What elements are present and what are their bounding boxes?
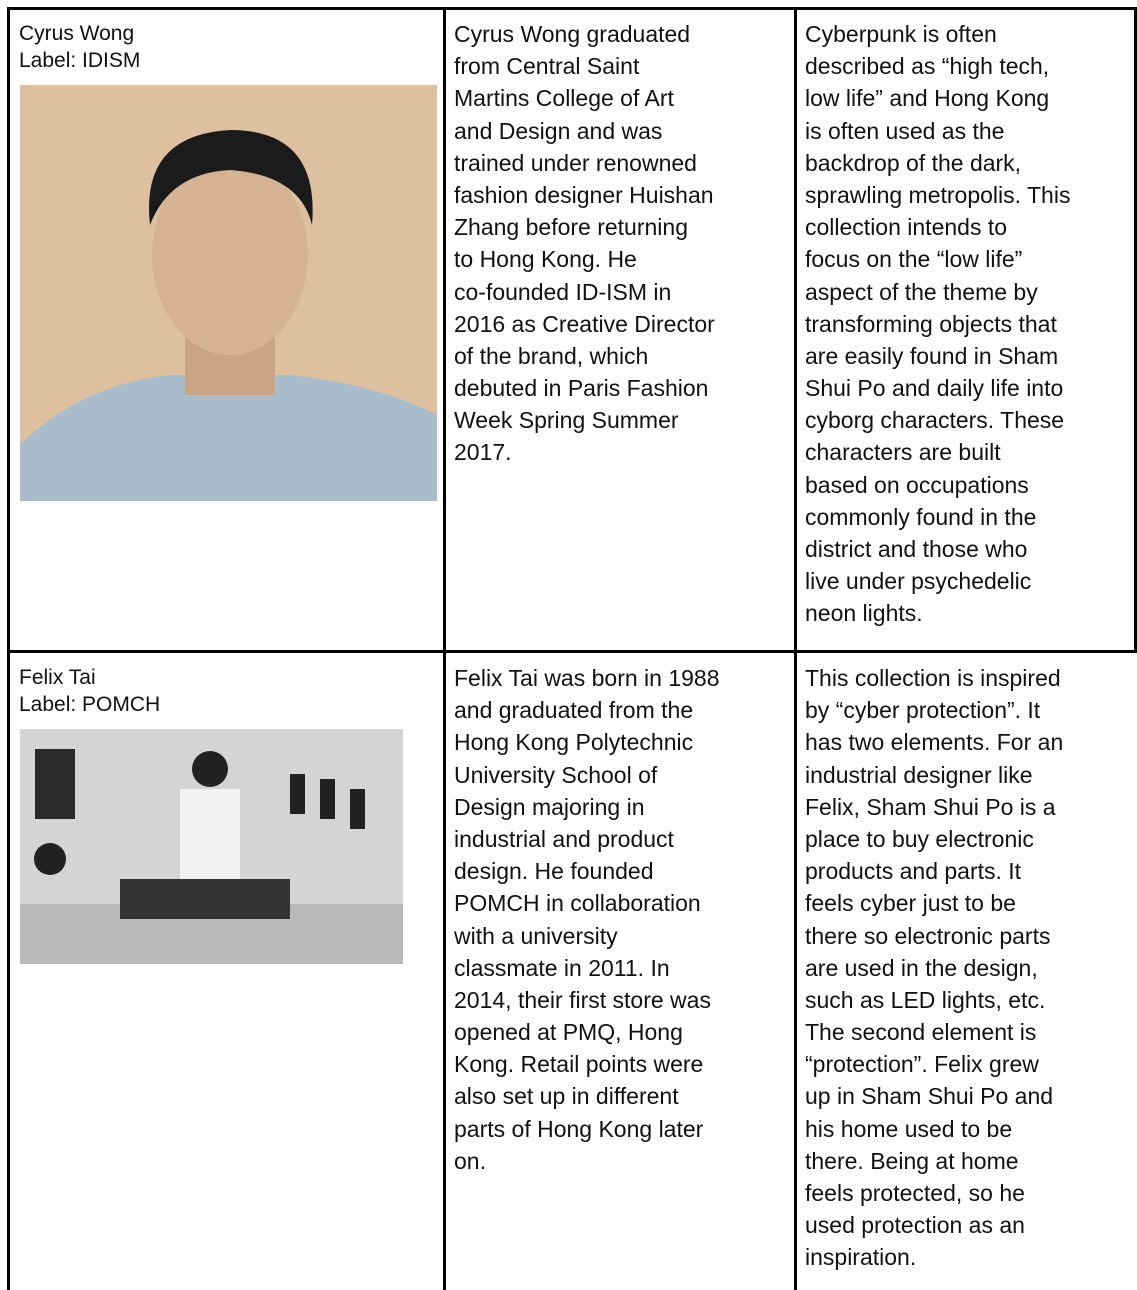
collection-line: his home used to be xyxy=(805,1115,1013,1142)
collection-line: products and parts. It xyxy=(805,858,1022,885)
bio-line: Zhang before returning xyxy=(454,214,688,241)
collection-line: aspect of the theme by xyxy=(805,278,1038,305)
collection-line: such as LED lights, etc. xyxy=(805,986,1046,1013)
collection-line: inspiration. xyxy=(805,1244,917,1271)
bio-line: to Hong Kong. He xyxy=(454,246,637,273)
bio-line: co-founded ID-ISM in xyxy=(454,278,672,305)
collection-line: The second element is xyxy=(805,1019,1037,1046)
collection-line: Felix, Sham Shui Po is a xyxy=(805,793,1056,820)
collection-line: focus on the “low life” xyxy=(805,246,1023,273)
collection-line: cyborg characters. These xyxy=(805,407,1065,434)
collection-line: district and those who xyxy=(805,536,1028,562)
collection-cell: This collection is inspired by “cyber pro… xyxy=(805,662,1135,1274)
border xyxy=(794,7,797,1290)
bio-line: Hong Kong Polytechnic xyxy=(454,729,694,756)
designer-label: Label: IDISM xyxy=(19,49,141,72)
collection-line: there. Being at home xyxy=(805,1147,1019,1174)
border xyxy=(7,7,10,1290)
bio-line: 2017. xyxy=(454,439,512,466)
border xyxy=(7,7,1137,10)
designer-cell: Felix Tai Label: POMCH xyxy=(19,664,439,718)
bio-line: opened at PMQ, Hong xyxy=(454,1019,683,1046)
collection-line: based on occupations xyxy=(805,471,1029,498)
portrait-photo xyxy=(20,85,437,501)
bio-line: 2014, their first store was xyxy=(454,986,711,1013)
border xyxy=(7,650,1137,653)
bio-line: parts of Hong Kong later xyxy=(454,1115,704,1142)
bio-line: Felix Tai was born in 1988 xyxy=(454,665,720,691)
collection-line: Shui Po and daily life into xyxy=(805,375,1064,402)
collection-line: used protection as an xyxy=(805,1212,1025,1239)
workshop-photo xyxy=(20,729,403,964)
designer-name: Felix Tai xyxy=(19,666,96,689)
designer-label: Label: POMCH xyxy=(19,693,161,716)
collection-line: transforming objects that xyxy=(805,310,1057,337)
bio-line: debuted in Paris Fashion xyxy=(454,375,709,402)
collection-line: by “cyber protection”. It xyxy=(805,697,1041,724)
collection-line: backdrop of the dark, xyxy=(805,149,1022,176)
bio-line: and Design and was xyxy=(454,117,663,144)
bio-line: 2016 as Creative Director xyxy=(454,310,715,337)
collection-line: characters are built xyxy=(805,439,1001,466)
collection-line: collection intends to xyxy=(805,214,1008,241)
bio-line: Kong. Retail points were xyxy=(454,1051,704,1078)
collection-line: up in Sham Shui Po and xyxy=(805,1083,1054,1110)
bio-line: trained under renowned xyxy=(454,149,697,176)
collection-line: described as “high tech, xyxy=(805,53,1050,80)
collection-line: feels protected, so he xyxy=(805,1180,1025,1206)
bio-line: fashion designer Huishan xyxy=(454,181,714,208)
collection-line: are easily found in Sham xyxy=(805,342,1059,369)
collection-line: are used in the design, xyxy=(805,954,1038,981)
bio-line: industrial and product xyxy=(454,825,674,852)
border xyxy=(1134,7,1137,650)
designer-cell: Cyrus Wong Label: IDISM xyxy=(19,20,439,74)
bio-line: Week Spring Summer xyxy=(454,407,679,434)
bio-line: Cyrus Wong graduated xyxy=(454,21,691,47)
bio-line: design. He founded xyxy=(454,858,654,885)
collection-line: has two elements. For an xyxy=(805,729,1064,756)
designer-name: Cyrus Wong xyxy=(19,22,135,45)
collection-line: neon lights. xyxy=(805,600,923,627)
border xyxy=(443,7,446,1290)
bio-line: also set up in different xyxy=(454,1083,679,1110)
collection-line: place to buy electronic xyxy=(805,825,1034,852)
collection-line: industrial designer like xyxy=(805,761,1033,788)
bio-line: classmate in 2011. In xyxy=(454,954,670,981)
collection-line: sprawling metropolis. This xyxy=(805,181,1071,208)
bio-line: University School of xyxy=(454,761,658,788)
collection-line: commonly found in the xyxy=(805,503,1037,530)
collection-line: is often used as the xyxy=(805,117,1005,144)
bio-line: Martins College of Art xyxy=(454,85,674,112)
collection-line: live under psychedelic xyxy=(805,568,1032,595)
bio-line: from Central Saint xyxy=(454,53,640,80)
bio-line: with a university xyxy=(454,922,618,949)
bio-cell: Felix Tai was born in 1988 and graduated … xyxy=(454,662,792,1177)
bio-line: on. xyxy=(454,1147,486,1174)
bio-line: and graduated from the xyxy=(454,697,694,724)
bio-line: of the brand, which xyxy=(454,342,649,369)
collection-line: low life” and Hong Kong xyxy=(805,85,1050,112)
bio-cell: Cyrus Wong graduated from Central Saint Ma… xyxy=(454,18,792,469)
collection-line: “protection”. Felix grew xyxy=(805,1051,1039,1078)
bio-line: Design majoring in xyxy=(454,793,645,820)
bio-line: POMCH in collaboration xyxy=(454,890,701,917)
collection-line: there so electronic parts xyxy=(805,922,1051,949)
collection-line: This collection is inspired xyxy=(805,665,1061,691)
collection-cell: Cyberpunk is often described as “high tec… xyxy=(805,18,1135,630)
collection-line: Cyberpunk is often xyxy=(805,21,997,47)
collection-line: feels cyber just to be xyxy=(805,890,1016,917)
